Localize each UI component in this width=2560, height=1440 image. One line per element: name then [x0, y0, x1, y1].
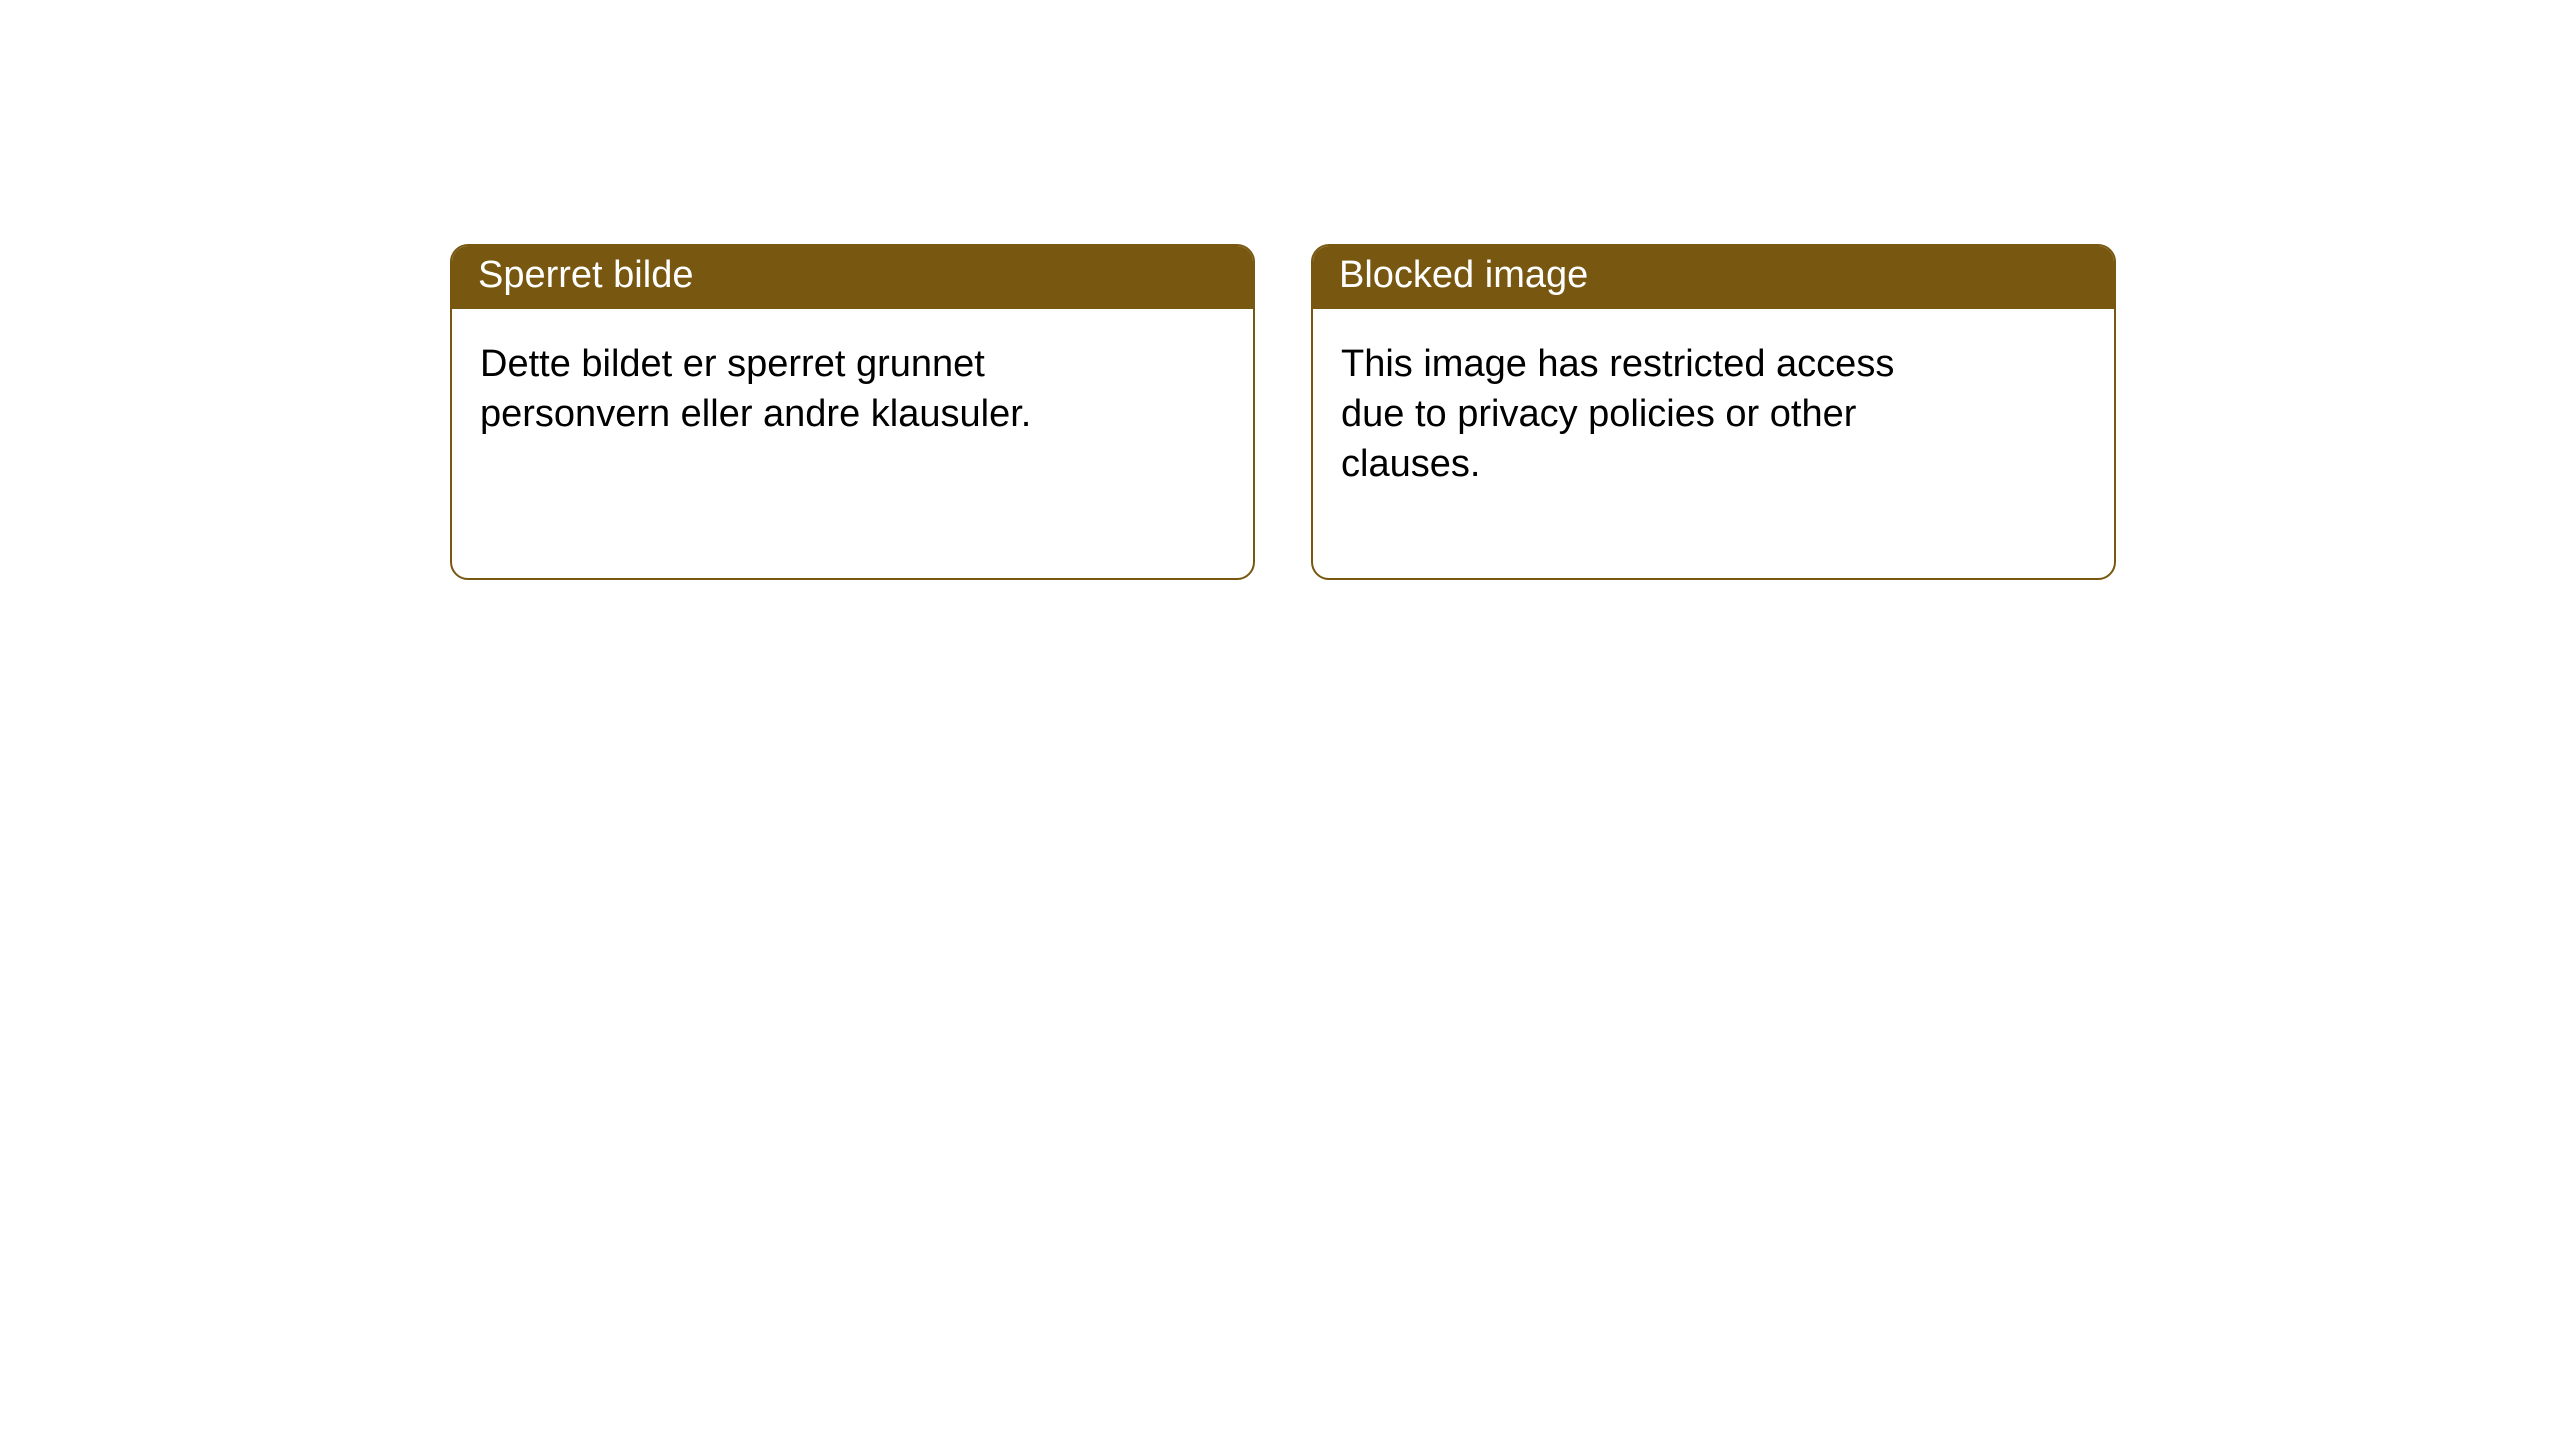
notice-card-english: Blocked image This image has restricted … [1311, 244, 2116, 580]
notice-container: Sperret bilde Dette bildet er sperret gr… [0, 0, 2560, 580]
notice-card-norwegian: Sperret bilde Dette bildet er sperret gr… [450, 244, 1255, 580]
notice-body: This image has restricted access due to … [1313, 309, 1993, 519]
notice-header: Sperret bilde [452, 246, 1253, 309]
notice-header: Blocked image [1313, 246, 2114, 309]
notice-body: Dette bildet er sperret grunnet personve… [452, 309, 1132, 469]
